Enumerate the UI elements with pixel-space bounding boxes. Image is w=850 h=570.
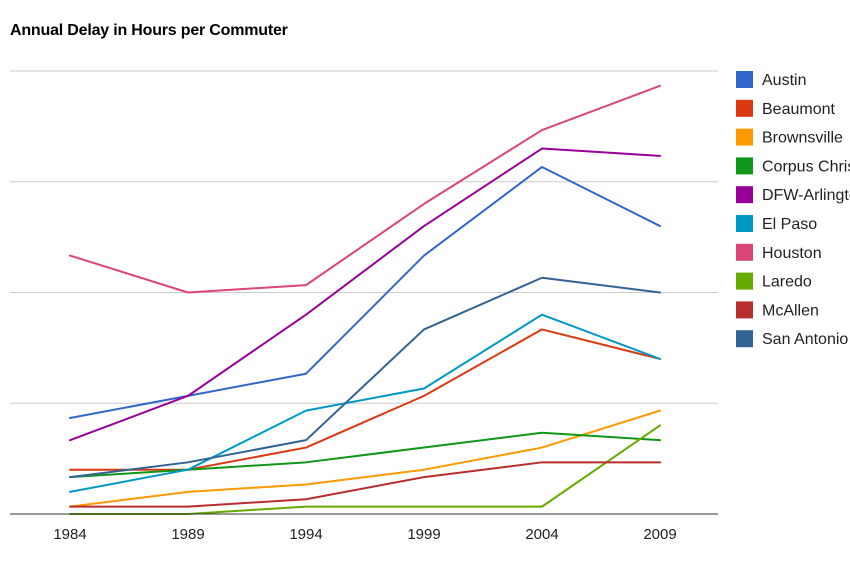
chart-title: Annual Delay in Hours per Commuter (10, 22, 288, 39)
legend-swatch (736, 157, 753, 175)
x-tick-label: 1989 (171, 526, 204, 543)
x-tick-label: 2009 (643, 526, 676, 543)
series-line-el-paso (69, 313, 661, 493)
series-line-brownsville (69, 409, 661, 508)
series-line-corpus-christi (69, 431, 661, 479)
legend-swatch (736, 186, 753, 204)
series-lines (69, 84, 661, 515)
legend-label: Corpus Christi (762, 158, 850, 175)
x-tick-label: 1999 (407, 526, 440, 543)
legend-label: El Paso (762, 216, 817, 233)
legend-label: Austin (762, 72, 806, 89)
series-line-dfw-arlington (69, 147, 661, 442)
legend-label: McAllen (762, 302, 819, 319)
legend-label: Laredo (762, 274, 812, 291)
legend-label: Houston (762, 245, 822, 262)
legend-swatch (736, 215, 753, 232)
x-tick-label: 2004 (525, 526, 558, 543)
legend-label: Brownsville (762, 130, 843, 147)
legend-swatch (736, 272, 753, 290)
series-line-san-antonio (69, 276, 661, 479)
legend-swatch (736, 330, 753, 348)
gridlines (10, 70, 718, 404)
x-axis: 1984 1989 1994 1999 2004 2009 (10, 513, 718, 543)
legend-swatch (736, 301, 753, 319)
legend-label: DFW-Arlington (762, 187, 850, 204)
series-line-houston (69, 84, 661, 294)
series-line-beaumont (69, 328, 661, 471)
legend: Austin Beaumont Brownsville Corpus Christi D… (736, 71, 850, 348)
legend-swatch (736, 243, 753, 261)
series-line-mcallen (69, 461, 661, 508)
legend-label: Beaumont (762, 101, 835, 118)
legend-label: San Antonio (762, 331, 848, 348)
legend-swatch (736, 99, 753, 117)
legend-swatch (736, 71, 753, 88)
x-tick-label: 1994 (289, 526, 322, 543)
series-line-austin (69, 165, 661, 420)
legend-swatch (736, 128, 753, 146)
x-tick-label: 1984 (53, 526, 86, 543)
